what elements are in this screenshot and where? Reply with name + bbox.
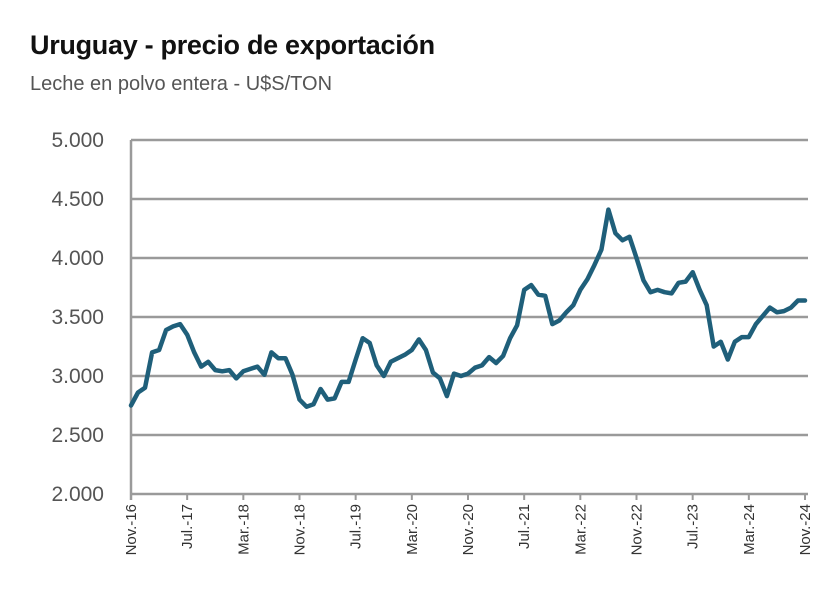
x-tick-label: Jul.-21	[516, 504, 533, 549]
x-tick-label: Mar.-22	[572, 504, 589, 555]
x-tick-label: Nov.-20	[460, 504, 477, 555]
y-tick-label: 5.000	[51, 129, 104, 152]
y-tick-label: 2.000	[51, 483, 104, 506]
x-tick-label: Mar.-20	[404, 504, 421, 555]
x-tick-label: Jul.-23	[685, 504, 702, 549]
y-tick-label: 4.000	[51, 247, 104, 270]
y-tick-label: 2.500	[51, 424, 104, 447]
x-tick-label: Mar.-24	[741, 504, 758, 555]
y-tick-label: 3.500	[51, 306, 104, 329]
x-tick-label: Mar.-18	[235, 504, 252, 555]
x-tick-label: Nov.-16	[123, 504, 140, 555]
chart-subtitle: Leche en polvo entera - U$S/TON	[30, 73, 333, 95]
y-tick-label: 3.000	[51, 365, 104, 388]
x-tick-label: Nov.-22	[629, 504, 646, 555]
y-tick-label: 4.500	[51, 188, 104, 211]
x-tick-label: Jul.-19	[348, 504, 365, 549]
chart-title: Uruguay - precio de exportación	[30, 30, 435, 60]
x-tick-label: Jul.-17	[179, 504, 196, 549]
x-tick-label: Nov.-18	[292, 504, 309, 555]
x-tick-label: Nov.-24	[797, 504, 814, 555]
